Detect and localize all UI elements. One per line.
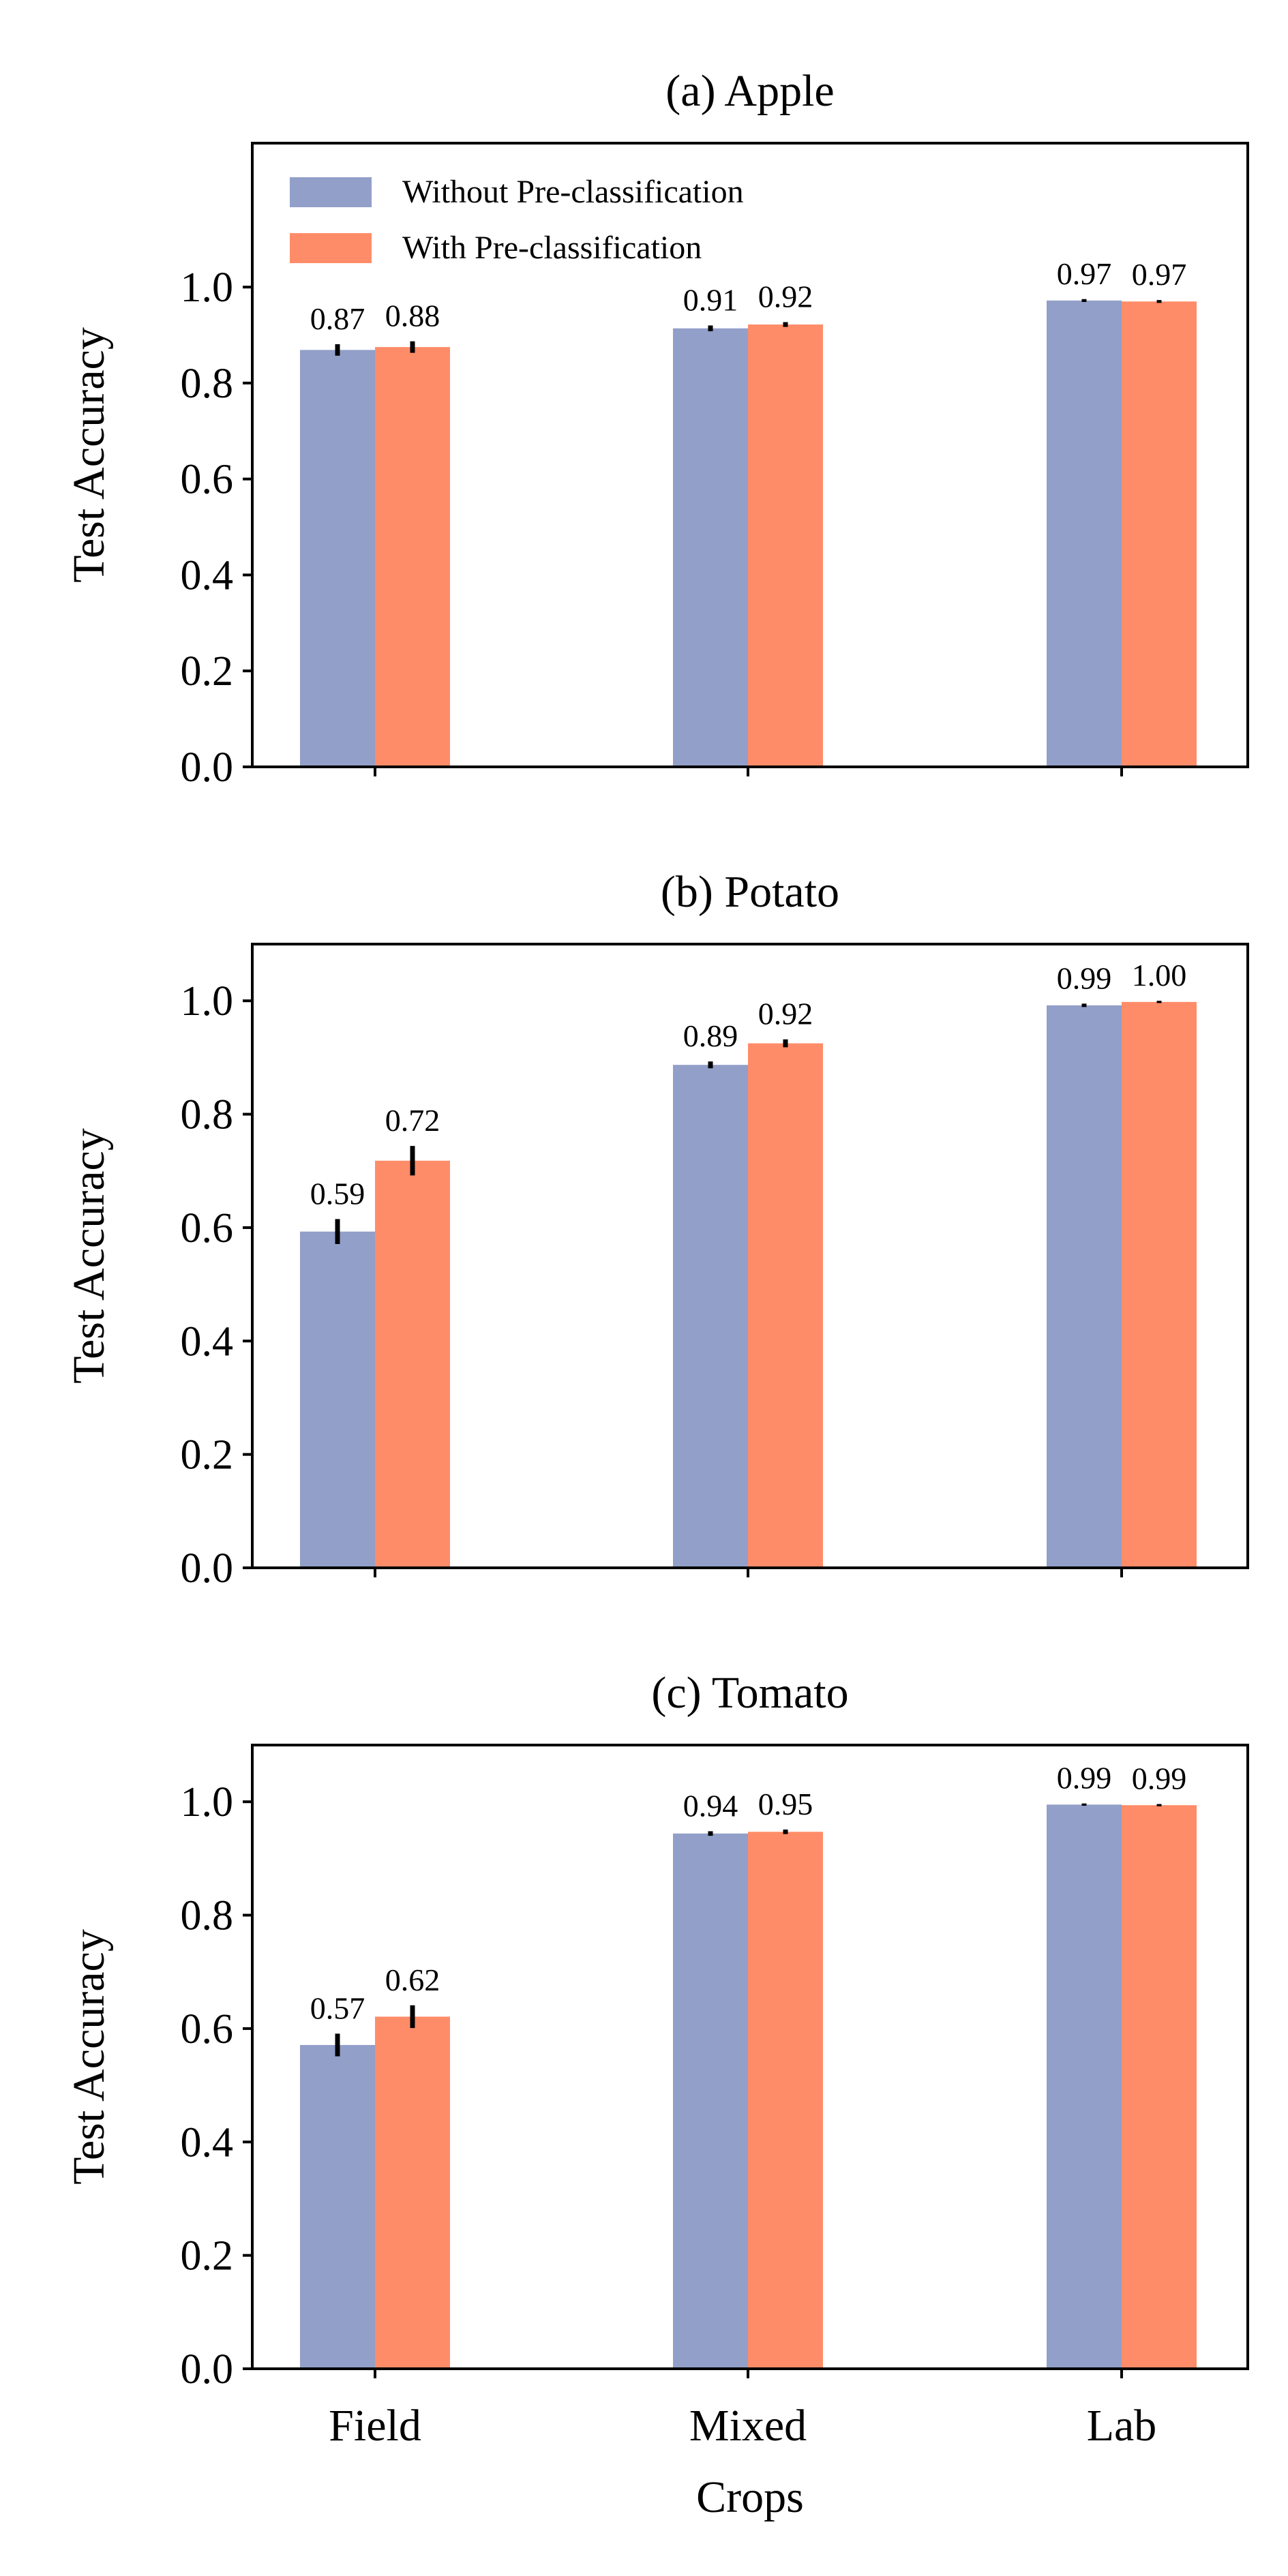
panel-1-bar: [748, 324, 823, 767]
panel-2-y-tick-label: 0.6: [181, 1205, 234, 1252]
panel-3-value-label: 0.57: [310, 1990, 365, 2025]
panel-1-y-tick-label: 1.0: [181, 264, 234, 311]
panel-3-bar: [375, 2016, 450, 2369]
panel-3-title: (c) Tomato: [651, 1668, 848, 1718]
panel-3-y-tick-label: 0.8: [181, 1893, 234, 1939]
panel-1-title: (a) Apple: [665, 66, 834, 116]
panel-2-bar: [300, 1231, 375, 1568]
legend-swatch: [290, 177, 372, 207]
panel-3-value-label: 0.62: [385, 1963, 440, 1997]
panel-3-value-label: 0.99: [1132, 1761, 1187, 1796]
panel-2-plot-frame: [251, 943, 1249, 1569]
x-tick-label: Lab: [1087, 2401, 1157, 2451]
panel-1-y-axis-label: Test Accuracy: [64, 327, 114, 583]
panel-2-value-label: 0.59: [310, 1176, 365, 1211]
panel-1-value-label: 0.87: [310, 301, 365, 336]
panel-1-bar: [300, 350, 375, 767]
panel-2-value-label: 0.92: [758, 997, 813, 1031]
panel-1-plot-frame: [251, 142, 1249, 768]
panel-1-y-tick-label: 0.8: [181, 361, 234, 407]
panel-2-bar: [1047, 1005, 1122, 1568]
panel-3-plot-frame: [251, 1744, 1249, 2370]
panel-1-bar: [375, 347, 450, 767]
panel-3-y-tick-label: 0.0: [181, 2346, 234, 2393]
panel-1-value-label: 0.91: [683, 282, 738, 317]
panel-1-bar: [1047, 300, 1122, 767]
panel-2-y-tick-label: 1.0: [181, 978, 234, 1025]
panel-3-y-tick-label: 0.2: [181, 2233, 234, 2279]
panel-1-y-tick-label: 0.6: [181, 457, 234, 503]
panel-1-bar: [673, 328, 748, 768]
panel-2-y-tick-label: 0.4: [181, 1318, 234, 1365]
panel-1-value-label: 0.92: [758, 279, 813, 314]
panel-3-y-tick-label: 0.4: [181, 2119, 234, 2166]
legend-label: With Pre-classification: [402, 230, 702, 266]
panel-2-y-axis-label: Test Accuracy: [64, 1128, 114, 1384]
panel-2-value-label: 0.89: [683, 1018, 738, 1053]
panel-1-value-label: 0.97: [1132, 257, 1187, 292]
panel-2-bar: [375, 1160, 450, 1568]
panel-1-value-label: 0.88: [385, 299, 440, 333]
panel-1-value-label: 0.97: [1057, 256, 1112, 291]
panel-3-bar: [673, 1833, 748, 2369]
panel-2-title: (b) Potato: [661, 867, 839, 917]
panel-3-y-tick-label: 1.0: [181, 1779, 234, 1825]
panel-3-bar: [1047, 1804, 1122, 2369]
panel-1-bar: [1122, 301, 1197, 767]
panel-2-bar: [673, 1065, 748, 1568]
panel-3-bar: [300, 2045, 375, 2369]
panel-2-bar: [1122, 1001, 1197, 1568]
panel-2-y-tick-label: 0.2: [181, 1432, 234, 1479]
panel-3-bar: [1122, 1805, 1197, 2369]
panel-3-bar: [748, 1832, 823, 2369]
x-axis-label: Crops: [696, 2472, 804, 2522]
panel-1-y-tick-label: 0.4: [181, 552, 234, 598]
x-tick-label: Field: [329, 2401, 421, 2451]
panel-3-value-label: 0.99: [1057, 1761, 1112, 1795]
panel-1-y-tick-label: 0.2: [181, 648, 234, 695]
panel-3-y-tick-label: 0.6: [181, 2006, 234, 2052]
panel-3-value-label: 0.94: [683, 1788, 738, 1823]
legend-label: Without Pre-classification: [402, 174, 744, 210]
panel-2-value-label: 1.00: [1132, 958, 1187, 992]
panel-3-y-axis-label: Test Accuracy: [64, 1929, 114, 2185]
panel-2-y-tick-label: 0.8: [181, 1092, 234, 1138]
legend-swatch: [290, 233, 372, 263]
panel-2-y-tick-label: 0.0: [181, 1545, 234, 1592]
x-tick-label: Mixed: [689, 2401, 807, 2451]
panel-2-value-label: 0.72: [385, 1103, 440, 1138]
panel-1-y-tick-label: 0.0: [181, 744, 234, 791]
panel-3-value-label: 0.95: [758, 1787, 813, 1821]
panel-2-bar: [748, 1043, 823, 1568]
panel-2-value-label: 0.99: [1057, 960, 1112, 995]
